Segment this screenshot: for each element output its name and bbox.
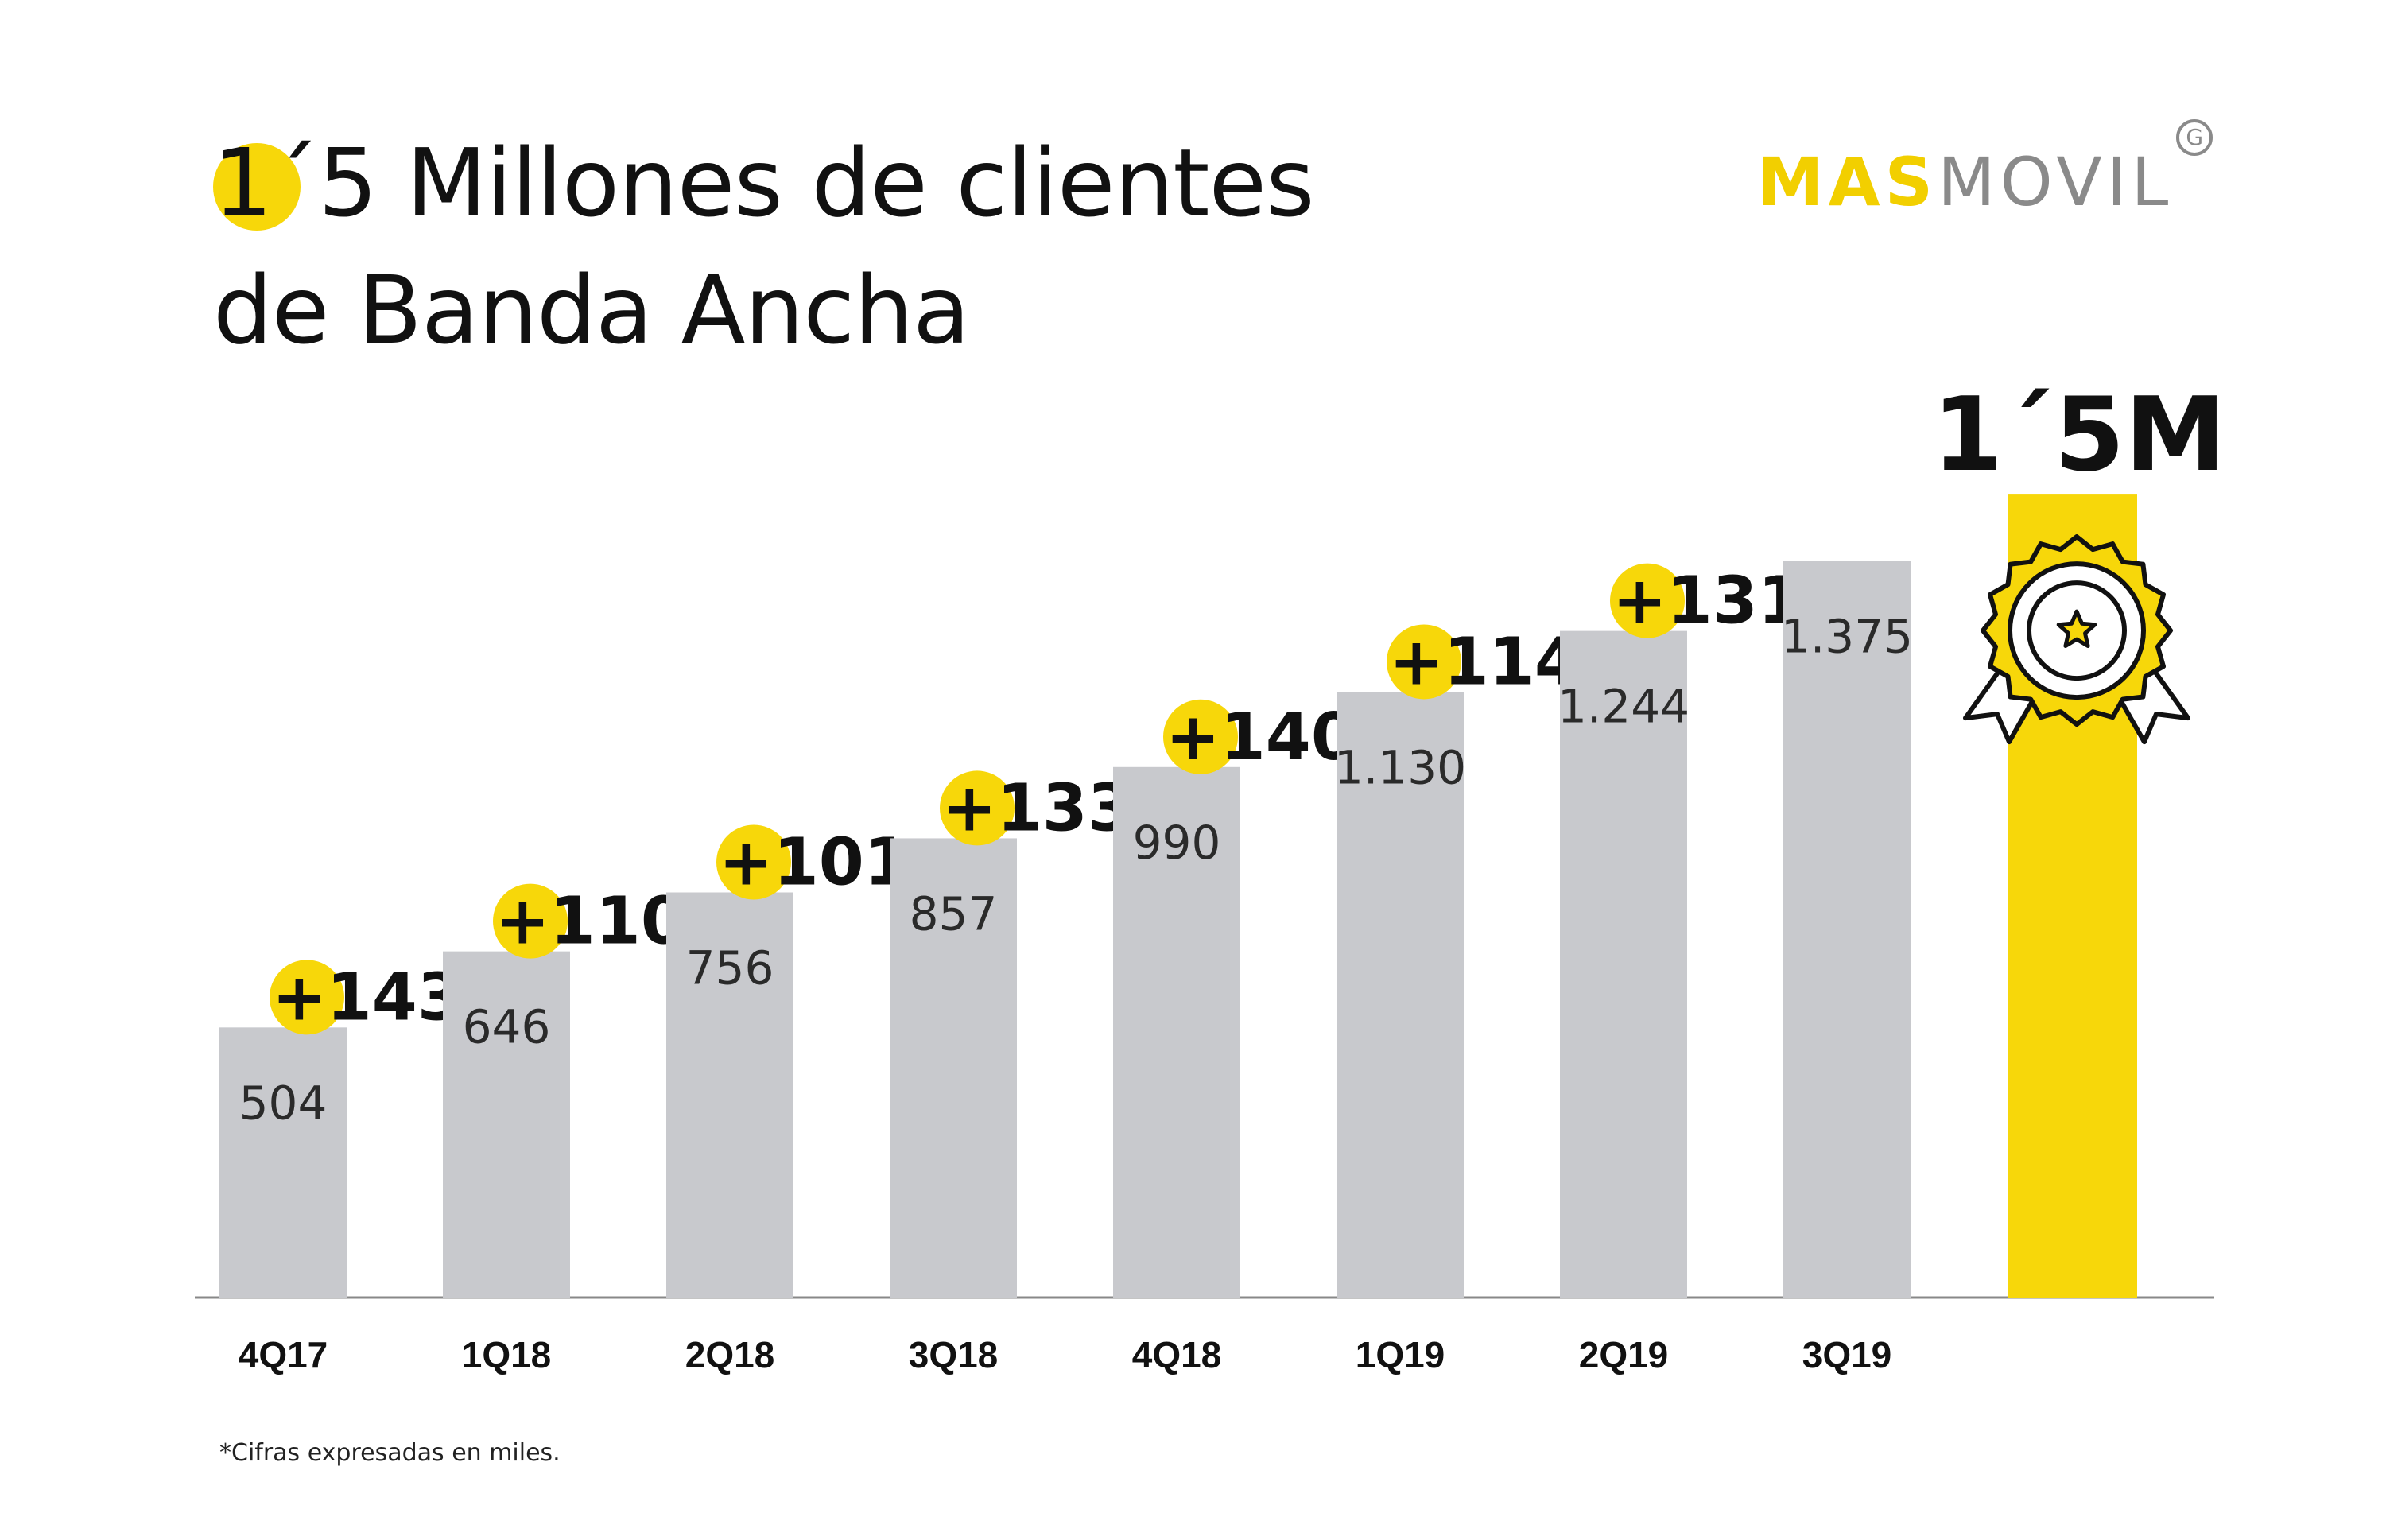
logo-registered-mark: G [2176,119,2213,156]
bar-2Q18 [666,892,793,1298]
increment-dot [940,770,1015,846]
x-tick-label: 1Q18 [462,1334,552,1375]
increment-label: +140 [1166,700,1356,775]
x-tick-label: 4Q18 [1132,1334,1222,1375]
bar-value-label: 646 [463,1000,551,1054]
logo-mas: MAS [1757,143,1938,221]
bar-1Q19 [1337,692,1464,1298]
logo-movil: MOVIL [1938,143,2174,221]
increment-dot [1163,699,1238,774]
increment-label: +110 [495,884,686,960]
x-tick-label: 4Q17 [239,1334,328,1375]
bar-3Q18 [890,838,1017,1298]
increment-dot [270,960,344,1035]
increment-label: +133 [942,770,1133,846]
increment-dot [716,824,791,900]
bar-value-label: 1.130 [1334,740,1466,794]
x-tick-label: 3Q18 [909,1334,999,1375]
star-icon [2056,609,2097,648]
bar-value-label: 1.375 [1781,609,1913,663]
page-title: 1´5 Millones de clientes de Banda Ancha [213,119,1315,374]
bar-3Q19 [1783,561,1911,1298]
increment-dot [1610,563,1685,638]
award-badge-icon [1963,534,2190,745]
masmovil-logo: MASMOVIL G [1757,119,2213,221]
x-tick-label: 2Q19 [1579,1334,1669,1375]
increment-label: +131 [1612,564,1803,639]
bar-value-label: 1.244 [1558,680,1690,734]
bar-2Q19 [1560,630,1687,1298]
increment-dot [493,883,568,959]
bar-value-label: 857 [910,886,998,941]
bar-1Q18 [443,951,570,1298]
bar-4Q17 [219,1027,347,1298]
title-line-2: de Banda Ancha [213,255,970,366]
x-tick-label: 2Q18 [685,1334,775,1375]
x-tick-label: 1Q19 [1356,1334,1445,1375]
title-line-1: 1´5 Millones de clientes [213,128,1315,238]
increment-label: +101 [719,825,910,901]
increment-label: +114 [1389,624,1580,700]
footnote: *Cifras expresadas en miles. [219,1439,561,1467]
x-tick-label: 3Q19 [1802,1334,1892,1375]
bar-value-label: 990 [1133,816,1221,870]
increment-label: +143 [272,960,463,1035]
bar-value-label: 504 [239,1076,328,1130]
increment-dot [1387,624,1461,700]
bar-4Q18 [1113,766,1240,1298]
bar-value-label: 756 [686,941,774,995]
title-highlight-dot [213,143,301,231]
target-label: 1´5M [1932,376,2226,495]
